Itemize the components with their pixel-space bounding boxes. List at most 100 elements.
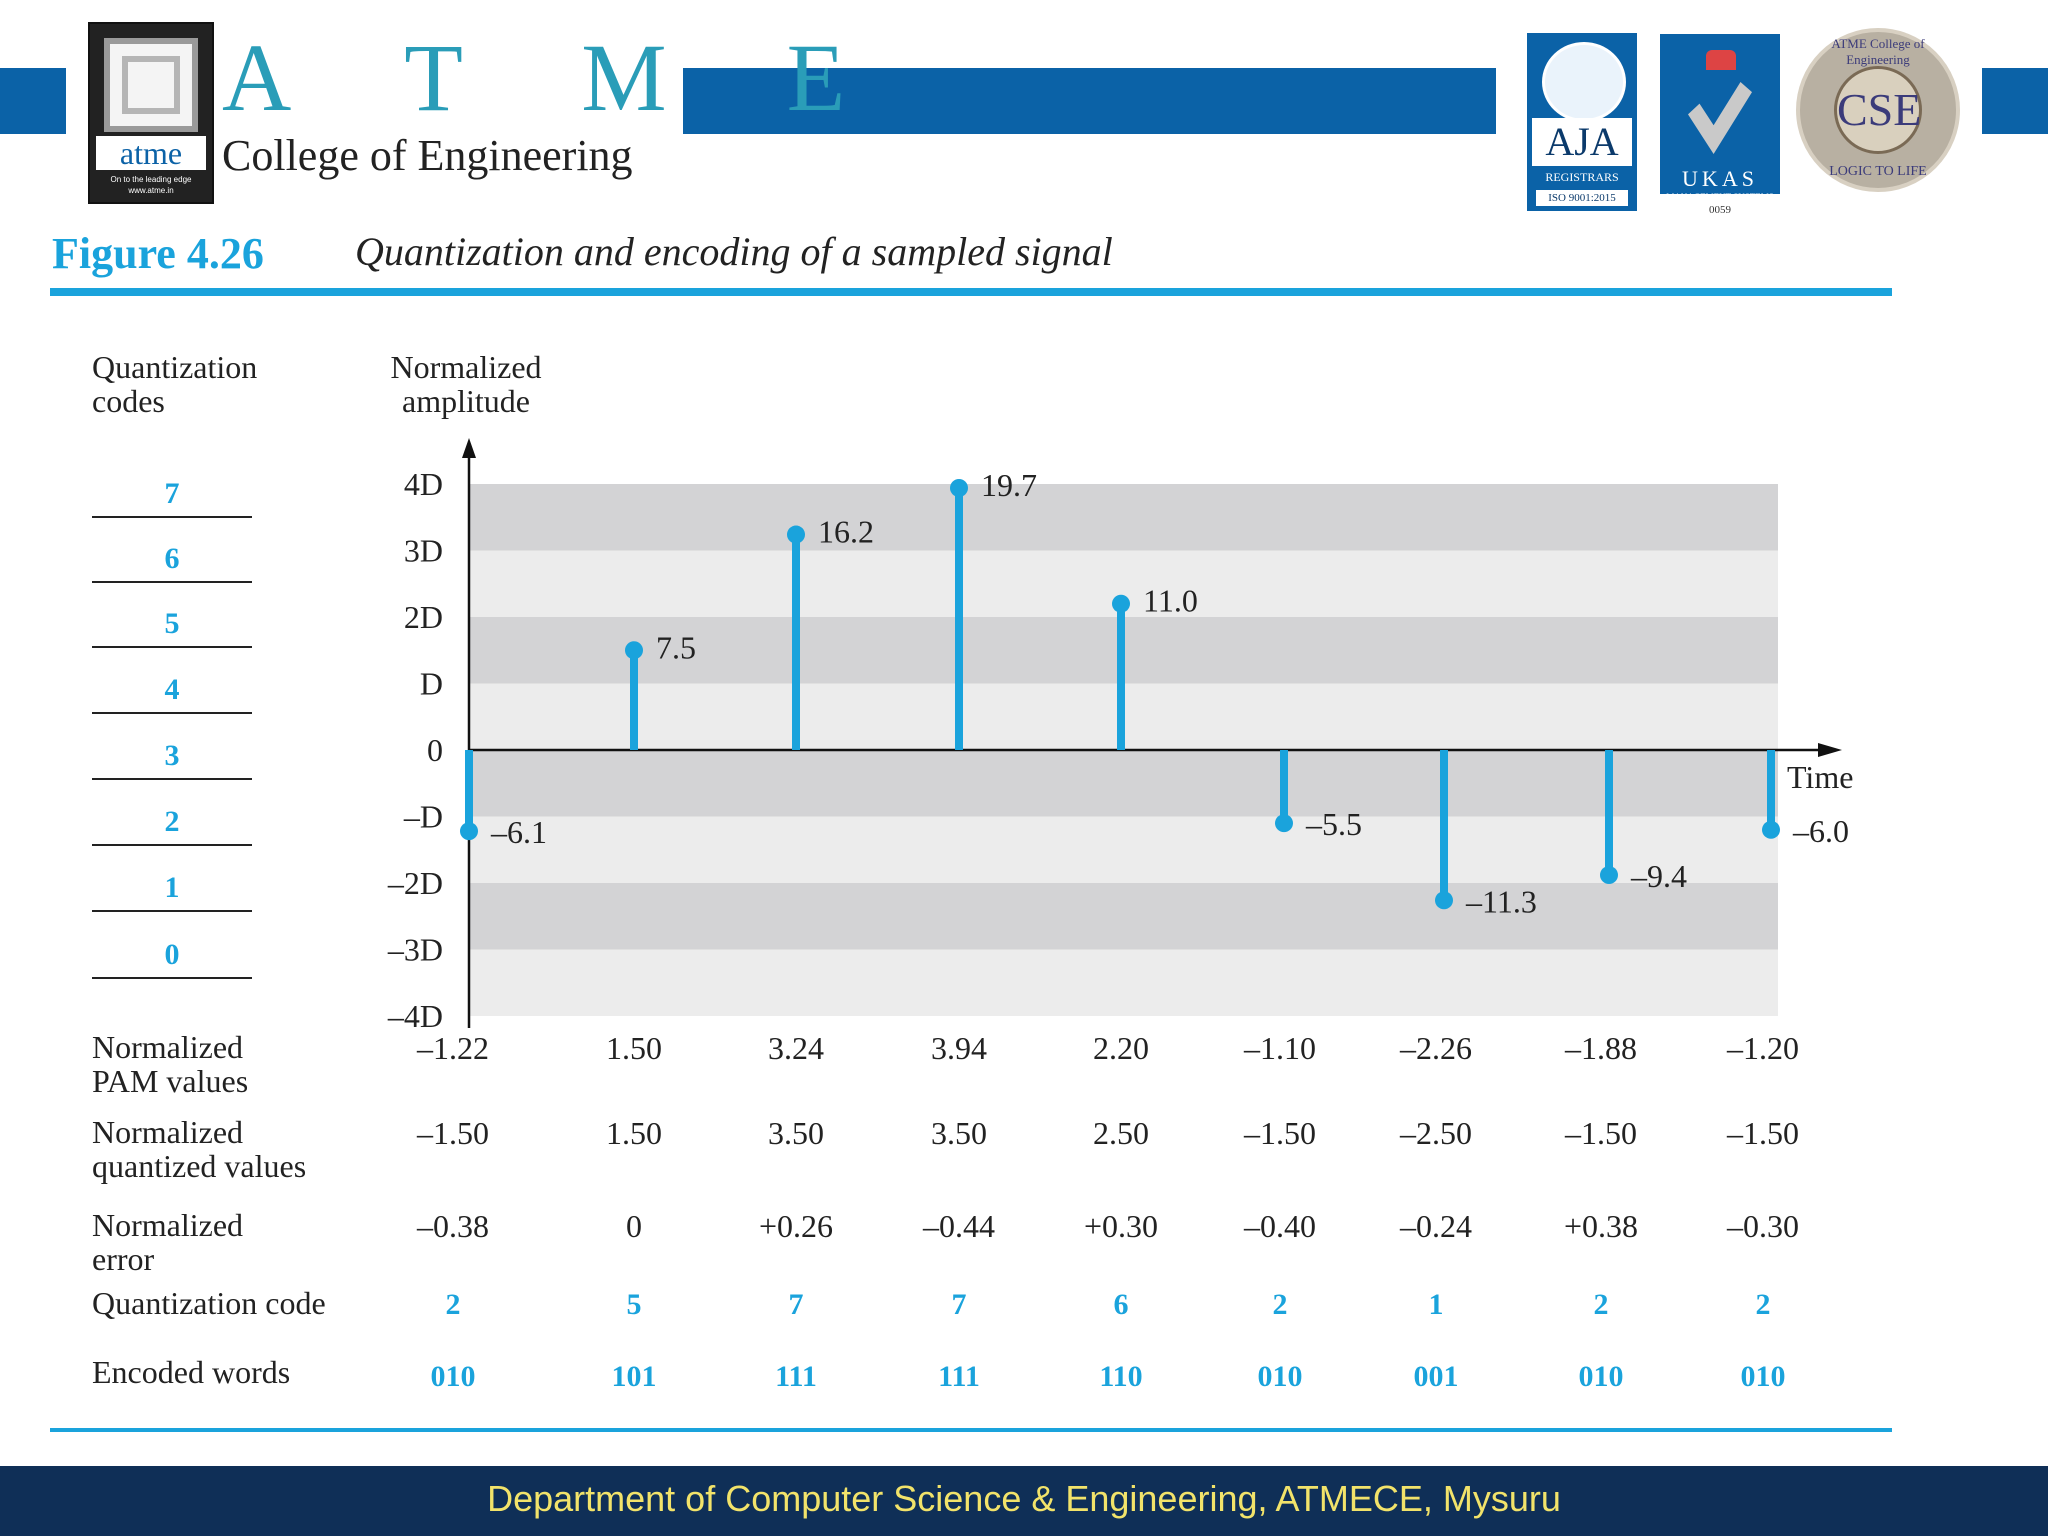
quant-cell: 3.50 (931, 1115, 987, 1151)
sample-point (1275, 814, 1293, 833)
code-item: 2 (92, 800, 252, 846)
words-cell: 010 (1257, 1360, 1303, 1393)
quant-cell: –2.50 (1400, 1115, 1472, 1151)
globe-icon (1542, 42, 1626, 122)
code-cell: 6 (1113, 1288, 1129, 1321)
pam-cell: 3.24 (768, 1030, 824, 1066)
code-cell: 2 (445, 1288, 461, 1321)
y-axis-arrow-icon (462, 438, 476, 458)
words-cell: 110 (1099, 1360, 1143, 1393)
sample-value-label: –5.5 (1305, 806, 1362, 842)
footer-text: Department of Computer Science & Enginee… (487, 1478, 1561, 1519)
error-cell: 0 (626, 1208, 642, 1244)
sample-point (1435, 891, 1453, 910)
quant-cell: –1.50 (1244, 1115, 1316, 1151)
pam-cell: 1.50 (606, 1030, 662, 1066)
level-band (469, 750, 1778, 817)
ukas-label: UKAS MANAGEMENT SYSTEMS (1666, 166, 1774, 202)
code-cell: 2 (1272, 1288, 1288, 1321)
aja-badge: AJA REGISTRARS ISO 9001:2015 (1527, 33, 1637, 211)
level-band (469, 883, 1778, 950)
code-cell: 7 (951, 1288, 967, 1321)
sample-value-label: 19.7 (981, 467, 1037, 503)
sample-point (950, 478, 968, 497)
code-item: 1 (92, 866, 252, 912)
words-cell: 111 (775, 1360, 817, 1393)
error-cell: +0.26 (758, 1208, 834, 1244)
error-cell: –0.44 (923, 1208, 995, 1244)
words-cell: 001 (1413, 1360, 1459, 1393)
sample-point (625, 641, 643, 660)
code-item: 5 (92, 602, 252, 648)
brand-name: A T M E (222, 24, 894, 131)
y-tick-label: –D (403, 799, 443, 835)
x-axis-label: Time (1787, 759, 1853, 795)
error-cell: +0.38 (1563, 1208, 1639, 1244)
logo-text: atme (96, 136, 206, 170)
code-item: 0 (92, 933, 252, 979)
code-item: 3 (92, 734, 252, 780)
pam-cell: –2.26 (1400, 1030, 1472, 1066)
words-cell: 010 (1740, 1360, 1786, 1393)
error-cell: –0.24 (1400, 1208, 1472, 1244)
sample-value-label: –6.1 (490, 814, 547, 850)
code-cell: 5 (626, 1288, 642, 1321)
sample-point (1112, 594, 1130, 613)
ukas-badge: UKAS MANAGEMENT SYSTEMS (1660, 34, 1780, 202)
y-tick-label: –2D (387, 865, 443, 901)
header-bar-middle (683, 68, 1496, 134)
checkmark-icon (1688, 82, 1752, 154)
words-cell: 101 (611, 1360, 657, 1393)
pam-cell: –1.88 (1565, 1030, 1637, 1066)
cse-label: CSE (1834, 66, 1922, 154)
sample-point (460, 822, 478, 841)
words-label: Encoded words (92, 1354, 291, 1390)
ukas-number: 0059 (1709, 204, 1731, 216)
code-item: 7 (92, 472, 252, 518)
error-cell: –0.30 (1727, 1208, 1799, 1244)
sample-value-label: 7.5 (656, 629, 696, 665)
words-cell: 111 (938, 1360, 980, 1393)
pam-cell: 3.94 (931, 1030, 987, 1066)
cse-ring-text: ATME College of Engineering (1831, 36, 1925, 67)
header-bar-right (1982, 68, 2048, 134)
quant-cell: 3.50 (768, 1115, 824, 1151)
college-name: College of Engineering (222, 131, 633, 180)
words-cell: 010 (430, 1360, 476, 1393)
pam-cell: –1.22 (417, 1030, 489, 1066)
error-cell: +0.30 (1083, 1208, 1159, 1244)
cse-badge: ATME College of Engineering CSE LOGIC TO… (1796, 28, 1960, 192)
y-tick-label: –4D (387, 998, 443, 1034)
sample-value-label: –6.0 (1792, 813, 1849, 849)
level-band (469, 484, 1778, 551)
header-bar-left (0, 68, 66, 134)
code-item: 6 (92, 537, 252, 583)
quant-cell: –1.50 (1565, 1115, 1637, 1151)
code-label: Quantization code (92, 1285, 326, 1321)
bottom-rule (50, 1428, 1892, 1432)
code-item: 4 (92, 668, 252, 714)
pam-cell: –1.20 (1727, 1030, 1799, 1066)
sample-value-label: –9.4 (1630, 858, 1687, 894)
logo-emblem (104, 38, 198, 132)
level-band (469, 949, 1778, 1016)
figure-number: Figure 4.26 (52, 229, 264, 278)
y-tick-label: 0 (427, 732, 443, 768)
level-band (469, 816, 1778, 883)
sample-value-label: –11.3 (1465, 883, 1537, 919)
x-axis-arrow-icon (1818, 743, 1842, 757)
sample-point (1762, 820, 1780, 839)
code-cell: 2 (1755, 1288, 1771, 1321)
pam-cell: –1.10 (1244, 1030, 1316, 1066)
y-tick-label: 3D (404, 533, 443, 569)
stem-chart: Time 4D 3D 2D D 0 –D –2D –3D –4D –6.1 7.5 16.2 19.7 1… (387, 438, 1853, 1034)
aja-label: AJA (1545, 119, 1619, 164)
crown-icon (1706, 50, 1736, 70)
pam-cell: 2.20 (1093, 1030, 1149, 1066)
aja-registrars: REGISTRARS (1545, 170, 1619, 184)
y-tick-label: –3D (387, 932, 443, 968)
sample-value-label: 16.2 (818, 514, 874, 550)
footer-bar (0, 1466, 2048, 1536)
error-cell: –0.38 (417, 1208, 489, 1244)
figure-caption: Quantization and encoding of a sampled s… (355, 229, 1113, 274)
